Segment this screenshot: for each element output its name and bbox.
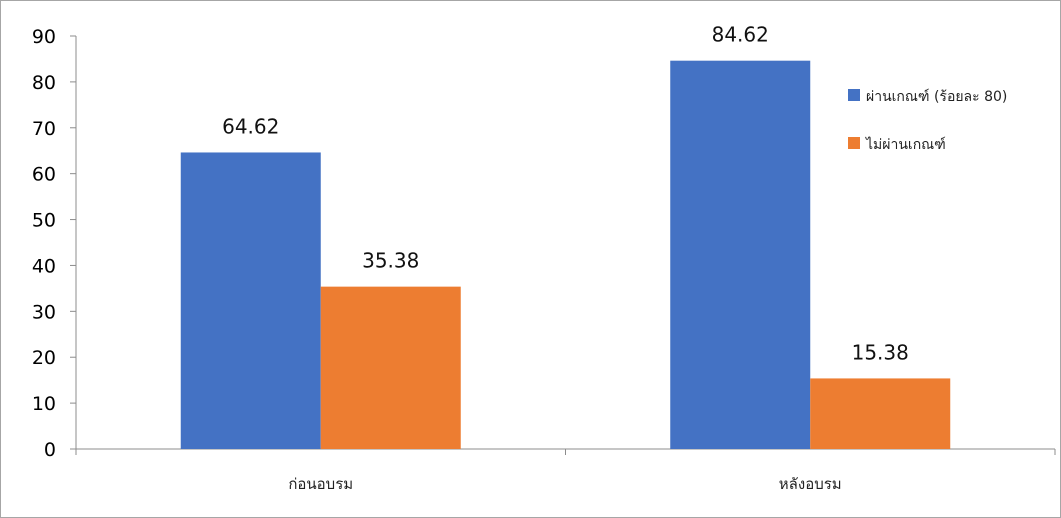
y-tick-label: 30 bbox=[32, 301, 56, 323]
bar bbox=[320, 286, 461, 449]
data-label: 15.38 bbox=[852, 340, 909, 364]
y-tick-label: 50 bbox=[32, 210, 56, 232]
bars bbox=[180, 60, 951, 449]
x-category-label: หลังอบรม bbox=[779, 475, 842, 493]
y-tick-label: 20 bbox=[32, 347, 56, 369]
y-tick-label: 0 bbox=[44, 439, 56, 461]
data-label: 35.38 bbox=[362, 249, 419, 273]
data-label: 64.62 bbox=[222, 114, 279, 138]
legend-label: ผ่านเกณฑ์ (ร้อยละ 80) bbox=[866, 88, 1007, 105]
bar bbox=[180, 152, 321, 449]
y-tick-label: 60 bbox=[32, 164, 56, 186]
x-axis: ก่อนอบรม หลังอบรม bbox=[75, 448, 1056, 493]
x-category-label: ก่อนอบรม bbox=[288, 475, 353, 493]
data-label: 84.62 bbox=[712, 23, 769, 47]
legend: ผ่านเกณฑ์ (ร้อยละ 80) ไม่ผ่านเกณฑ์ bbox=[848, 88, 1007, 153]
bar bbox=[810, 378, 951, 449]
legend-label: ไม่ผ่านเกณฑ์ bbox=[865, 136, 946, 153]
data-labels: 64.62 35.38 84.62 15.38 bbox=[222, 23, 909, 365]
y-tick-label: 90 bbox=[32, 26, 56, 48]
legend-swatch bbox=[848, 137, 860, 149]
y-axis: 0 10 20 30 40 50 60 70 80 90 bbox=[32, 26, 77, 461]
legend-swatch bbox=[848, 89, 860, 101]
y-tick-label: 80 bbox=[32, 72, 56, 94]
y-tick-label: 70 bbox=[32, 118, 56, 140]
bar bbox=[670, 60, 811, 449]
y-tick-label: 40 bbox=[32, 255, 56, 277]
y-tick-label: 10 bbox=[32, 393, 56, 415]
